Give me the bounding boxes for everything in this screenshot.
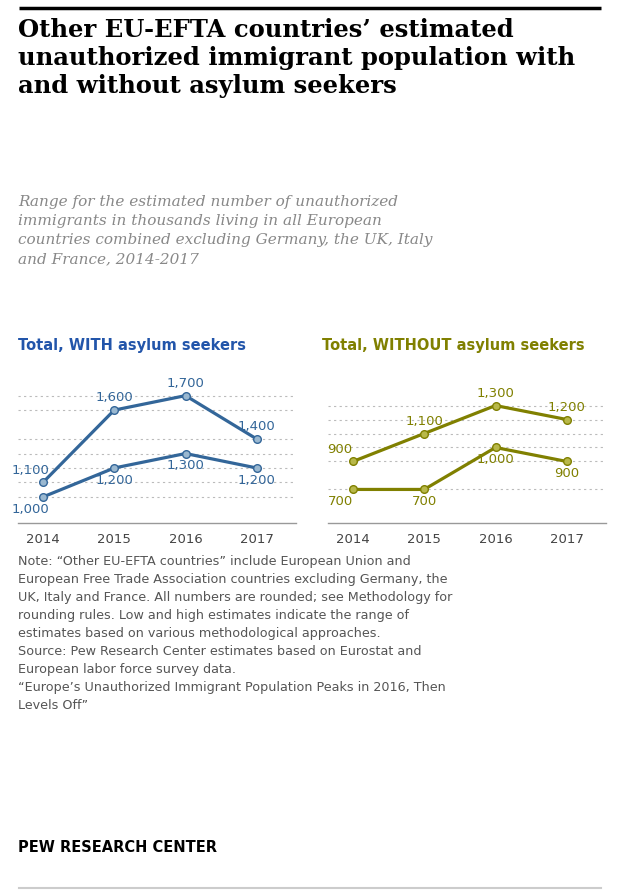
Text: PEW RESEARCH CENTER: PEW RESEARCH CENTER — [18, 840, 217, 855]
Text: 900: 900 — [327, 444, 353, 456]
Text: 1,200: 1,200 — [548, 401, 586, 414]
Text: 1,700: 1,700 — [167, 377, 205, 390]
Text: Total, WITHOUT asylum seekers: Total, WITHOUT asylum seekers — [322, 338, 585, 353]
Text: 1,200: 1,200 — [238, 474, 276, 487]
Text: 1,000: 1,000 — [11, 503, 49, 516]
Text: Range for the estimated number of unauthorized
immigrants in thousands living in: Range for the estimated number of unauth… — [18, 195, 433, 266]
Text: 1,300: 1,300 — [477, 387, 515, 401]
Text: 700: 700 — [327, 495, 353, 508]
Text: 900: 900 — [554, 467, 579, 479]
Text: Note: “Other EU-EFTA countries” include European Union and
European Free Trade A: Note: “Other EU-EFTA countries” include … — [18, 555, 453, 712]
Text: 1,600: 1,600 — [95, 392, 133, 404]
Text: 1,100: 1,100 — [11, 464, 49, 477]
Text: 1,400: 1,400 — [238, 420, 276, 434]
Text: 1,200: 1,200 — [95, 474, 133, 487]
Text: Total, WITH asylum seekers: Total, WITH asylum seekers — [18, 338, 246, 353]
Text: 700: 700 — [412, 495, 437, 508]
Text: 1,100: 1,100 — [405, 415, 443, 428]
Text: 1,300: 1,300 — [167, 460, 205, 472]
Text: Other EU-EFTA countries’ estimated
unauthorized immigrant population with
and wi: Other EU-EFTA countries’ estimated unaut… — [18, 18, 575, 98]
Text: 1,000: 1,000 — [477, 452, 515, 466]
